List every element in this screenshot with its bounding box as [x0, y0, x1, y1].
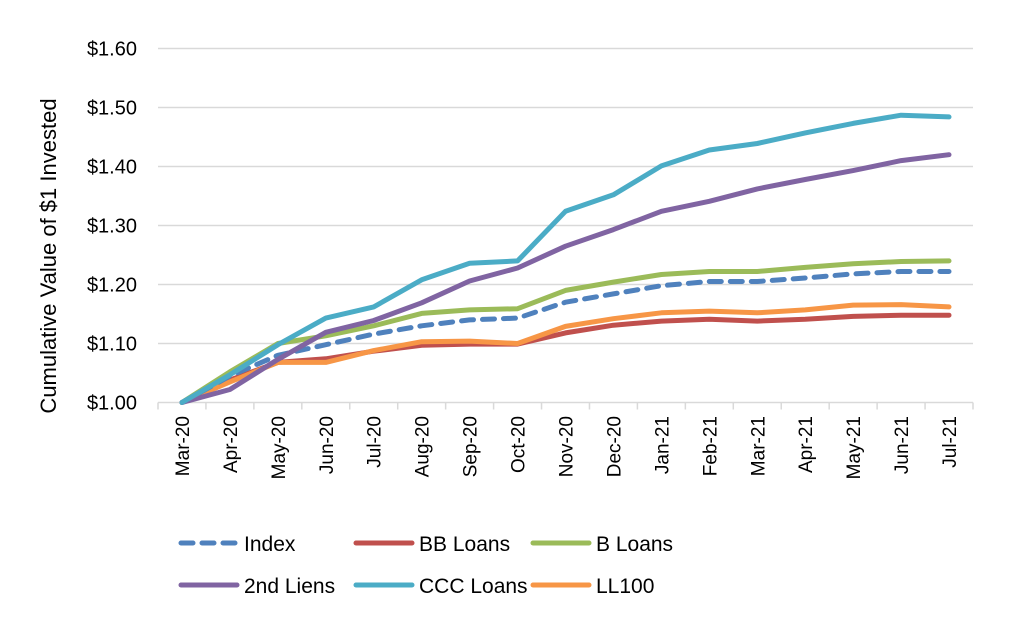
legend-item: BB Loans — [353, 533, 510, 556]
y-tick-label: $1.00 — [87, 393, 137, 415]
legend: Index BB Loans B Loans 2nd Liens CCC Loans LL… — [178, 533, 673, 598]
legend-label: 2nd Liens — [244, 575, 335, 598]
x-tick-label: Sep-20 — [461, 416, 482, 477]
x-axis — [157, 401, 974, 410]
legend-item: CCC Loans — [353, 575, 528, 598]
x-tick-label: Jul-21 — [940, 416, 961, 468]
x-tick-label: Mar-21 — [748, 416, 769, 476]
x-tick-label: Nov-20 — [557, 416, 578, 477]
gridlines — [158, 47, 973, 345]
y-tick-label: $1.30 — [87, 216, 137, 238]
series-lines — [179, 112, 952, 405]
x-tick-label: Mar-20 — [173, 416, 194, 476]
y-tick-label: $1.50 — [87, 98, 137, 120]
legend-item: B Loans — [530, 533, 673, 556]
y-axis-label: Cumulative Value of $1 Invested — [36, 98, 61, 413]
x-tick-label: Apr-20 — [221, 416, 242, 473]
x-tick-label: Aug-20 — [413, 416, 434, 477]
legend-item: LL100 — [530, 575, 654, 598]
legend-label: CCC Loans — [419, 575, 528, 598]
x-tick-label: Apr-21 — [796, 416, 817, 473]
x-tick-label: Jan-21 — [652, 416, 673, 474]
x-tick-label: Jul-20 — [365, 416, 386, 468]
x-tick-label: Feb-21 — [700, 416, 721, 476]
x-tick-label: May-20 — [269, 416, 290, 479]
legend-label: BB Loans — [419, 533, 510, 556]
legend-item: 2nd Liens — [178, 575, 335, 598]
x-tick-label: Dec-20 — [604, 416, 625, 477]
x-tick-label: May-21 — [844, 416, 865, 479]
y-tick-label: $1.10 — [87, 334, 137, 356]
y-axis-tick-labels: $1.00 $1.10 $1.20 $1.30 $1.40 $1.50 $1.60 — [87, 39, 137, 415]
legend-label: B Loans — [596, 533, 673, 556]
legend-label: LL100 — [596, 575, 654, 598]
y-tick-label: $1.20 — [87, 275, 137, 297]
x-tick-label: Jun-21 — [892, 416, 913, 474]
x-tick-label: Jun-20 — [317, 416, 338, 474]
x-tick-label: Oct-20 — [509, 416, 530, 473]
legend-label: Index — [244, 533, 296, 556]
legend-item: Index — [178, 533, 296, 556]
series-line-ccc-loans — [179, 112, 952, 405]
series-line-2nd-liens — [179, 152, 952, 405]
x-axis-tick-labels: Mar-20 Apr-20 May-20 Jun-20 Jul-20 Aug-20 Sep-… — [173, 416, 961, 479]
y-tick-label: $1.60 — [87, 39, 137, 61]
y-tick-label: $1.40 — [87, 157, 137, 179]
